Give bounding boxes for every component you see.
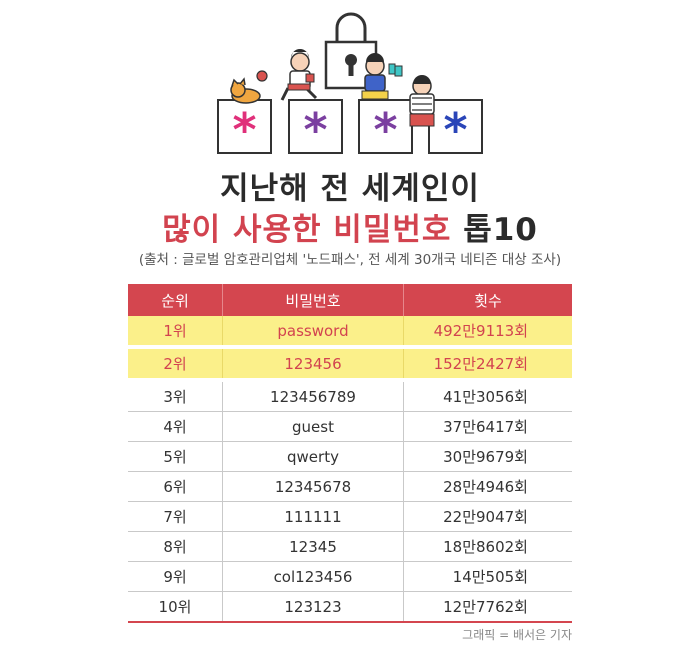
- count-cell: 37만6417회: [403, 411, 572, 442]
- rank-cell: 10위: [128, 591, 223, 623]
- rank-cell: 8위: [128, 531, 223, 562]
- rank-cell: 1위: [128, 316, 223, 349]
- count-cell: 22만9047회: [403, 501, 572, 532]
- header-count: 횟수: [403, 284, 572, 316]
- password-cell: 123456789: [222, 380, 404, 412]
- count-cell: 18만8602회: [403, 531, 572, 562]
- count-cell: 41만3056회: [403, 380, 572, 412]
- rank-cell: 7위: [128, 501, 223, 532]
- cat-icon: [230, 70, 268, 104]
- title-line-1: 지난해 전 세계인이: [220, 171, 480, 207]
- svg-text:*: *: [303, 103, 327, 157]
- graphic-credit: 그래픽 = 배서은 기자: [462, 628, 572, 642]
- password-cell: guest: [222, 411, 404, 442]
- person-sitting-icon: [280, 49, 318, 101]
- table-header-row: 순위 비밀번호 횟수: [128, 284, 572, 316]
- table-row: 2위 123456 152만2427회: [128, 347, 572, 382]
- rank-cell: 5위: [128, 441, 223, 472]
- count-cell: 28만4946회: [403, 471, 572, 502]
- password-cell: 123123: [222, 591, 404, 623]
- table-row: 8위 12345 18만8602회: [128, 531, 572, 562]
- source-note: (출처 : 글로벌 암호관리업체 '노드패스', 전 세계 30개국 네티즌 대…: [138, 252, 562, 268]
- count-cell: 152만2427회: [403, 347, 572, 382]
- count-cell: 30만9679회: [403, 441, 572, 472]
- header-password: 비밀번호: [222, 284, 404, 316]
- table-row: 7위 111111 22만9047회: [128, 501, 572, 532]
- password-cell: 123456: [222, 347, 404, 382]
- asterisk-box-1: *: [217, 99, 272, 157]
- count-cell: 492만9113회: [403, 316, 572, 349]
- password-cell: 111111: [222, 501, 404, 532]
- header-rank: 순위: [128, 284, 223, 316]
- rank-cell: 9위: [128, 561, 223, 592]
- count-cell: 12만7762회: [403, 591, 572, 623]
- table-row: 6위 12345678 28만4946회: [128, 471, 572, 502]
- title-line-2: 많이 사용한 비밀번호 톱10: [0, 204, 700, 249]
- table-row: 5위 qwerty 30만9679회: [128, 441, 572, 472]
- rank-cell: 4위: [128, 411, 223, 442]
- rank-cell: 2위: [128, 347, 223, 382]
- asterisk-box-3: *: [358, 99, 413, 157]
- password-cell: 12345678: [222, 471, 404, 502]
- password-illustration: * * * *: [217, 12, 483, 157]
- rank-cell: 6위: [128, 471, 223, 502]
- table-row: 1위 password 492만9113회: [128, 316, 572, 349]
- count-cell: 14만505회: [403, 561, 572, 592]
- title-highlight: 많이 사용한 비밀번호: [162, 212, 452, 248]
- password-cell: 12345: [222, 531, 404, 562]
- password-ranking-table: 순위 비밀번호 횟수 1위 password 492만9113회 2위 1234…: [128, 284, 572, 623]
- svg-text:*: *: [443, 103, 467, 157]
- asterisk-box-4: *: [428, 99, 483, 157]
- asterisk-box-2: *: [288, 99, 343, 157]
- password-cell: password: [222, 316, 404, 349]
- table-row: 3위 123456789 41만3056회: [128, 380, 572, 412]
- rank-cell: 3위: [128, 380, 223, 412]
- svg-text:*: *: [232, 103, 256, 157]
- table-row: 9위 col123456 14만505회: [128, 561, 572, 592]
- password-cell: qwerty: [222, 441, 404, 472]
- title-top10: 톱10: [463, 212, 538, 248]
- person-standing-icon: [394, 65, 435, 127]
- table-row: 10위 123123 12만7762회: [128, 591, 572, 623]
- password-cell: col123456: [222, 561, 404, 592]
- person-phone-icon: [361, 53, 396, 100]
- table-row: 4위 guest 37만6417회: [128, 411, 572, 442]
- svg-text:*: *: [373, 103, 397, 157]
